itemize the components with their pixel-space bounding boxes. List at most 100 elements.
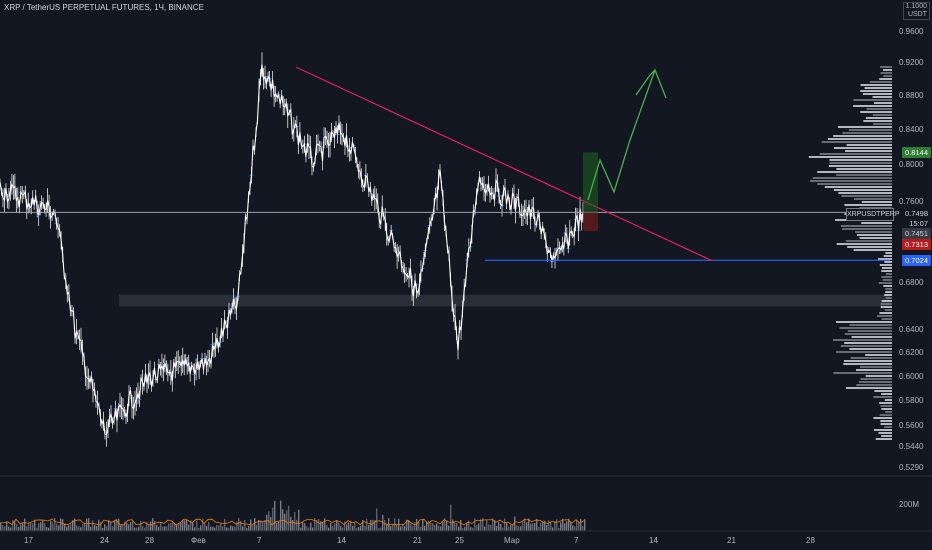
symbol-title[interactable]: XRP / TetherUS PERPETUAL FUTURES, 1Ч, BI… [4, 3, 204, 12]
profile-bar [846, 387, 892, 389]
volume-bar [290, 516, 292, 531]
volume-bar [270, 516, 272, 531]
volume-bar [426, 521, 428, 531]
profile-bar [861, 201, 892, 203]
profile-bar [874, 429, 892, 431]
volume-bar [492, 518, 494, 531]
profile-bar [883, 69, 892, 71]
price-tick-label: 0.8800 [899, 91, 924, 100]
volume-bar [22, 523, 24, 531]
profile-bar [829, 162, 892, 164]
profile-bar [884, 261, 892, 263]
volume-bar [304, 523, 306, 531]
volume-bar [288, 505, 290, 531]
volume-bar [356, 527, 358, 531]
volume-bar [136, 527, 138, 531]
volume-bar [42, 520, 44, 531]
volume-bar [210, 526, 212, 531]
profile-bar [874, 390, 892, 392]
profile-bar [880, 72, 892, 74]
volume-bar [484, 526, 486, 531]
volume-bar [446, 520, 448, 531]
profile-bar [881, 276, 892, 278]
volume-bar [554, 521, 556, 531]
consolidation-zone [119, 294, 890, 307]
volume-bar [558, 527, 560, 531]
stop-price-tag: 0.7313 [902, 239, 931, 250]
currency-top: 1.1000 [905, 3, 927, 10]
profile-bar [885, 411, 892, 413]
price-tick-label: 0.6800 [899, 278, 924, 287]
volume-bar [300, 527, 302, 531]
volume-bar [524, 518, 526, 531]
volume-bar [378, 527, 380, 531]
volume-bar [312, 527, 314, 531]
volume-bar [274, 500, 276, 531]
volume-bar [18, 526, 20, 531]
volume-bar [362, 520, 364, 531]
profile-bar [838, 192, 892, 194]
volume-bar [508, 526, 510, 531]
profile-bar [879, 312, 892, 314]
volume-bar [276, 523, 278, 531]
volume-bar [88, 518, 90, 531]
volume-bar [104, 524, 106, 531]
volume-bar [322, 522, 324, 531]
volume-bar [246, 527, 248, 531]
volume-bar [116, 518, 118, 531]
profile-bar [860, 90, 892, 92]
volume-bar [396, 524, 398, 531]
volume-bar [462, 527, 464, 531]
profile-bar [835, 321, 892, 323]
profile-bar [881, 267, 892, 269]
time-tick-label: 28 [145, 536, 154, 545]
volume-bar [100, 521, 102, 531]
volume-bar [230, 525, 232, 531]
volume-bar [436, 523, 438, 531]
volume-bar [374, 520, 376, 531]
volume-bar [442, 522, 444, 531]
volume-bar [218, 525, 220, 531]
volume-bar [502, 527, 504, 531]
volume-bar [310, 522, 312, 531]
profile-bar [885, 288, 892, 290]
volume-bar [212, 526, 214, 531]
volume-bar [76, 525, 78, 531]
volume-bar [132, 521, 134, 531]
profile-bar [873, 396, 892, 398]
volume-bar [66, 526, 68, 531]
volume-bar [142, 525, 144, 531]
volume-bar [78, 526, 80, 531]
volume-bar [30, 523, 32, 531]
volume-bar [392, 524, 394, 531]
volume-bar [124, 521, 126, 531]
volume-bar [320, 521, 322, 531]
volume-bar [294, 512, 296, 531]
volume-bar [188, 524, 190, 531]
volume-bar [540, 522, 542, 531]
volume-bar [198, 527, 200, 531]
volume-bar [158, 527, 160, 531]
volume-bar [228, 527, 230, 531]
volume-bar [376, 508, 378, 531]
profile-bar [846, 144, 892, 146]
profile-bar [865, 354, 892, 356]
time-tick-label: 21 [413, 536, 422, 545]
volume-bar [412, 525, 414, 531]
volume-bar [452, 519, 454, 531]
profile-bar [876, 315, 892, 317]
time-tick-label: 14 [337, 536, 346, 545]
profile-bar [859, 237, 892, 239]
volume-bar [476, 525, 478, 531]
profile-bar [840, 345, 892, 347]
currency-button[interactable]: 1.1000 USDT [902, 2, 930, 20]
volume-bar [40, 522, 42, 531]
volume-bar [346, 524, 348, 531]
volume-bar [482, 518, 484, 531]
profile-bar [873, 102, 892, 104]
profile-bar [824, 186, 892, 188]
volume-bar [110, 521, 112, 531]
volume-bar [510, 525, 512, 531]
